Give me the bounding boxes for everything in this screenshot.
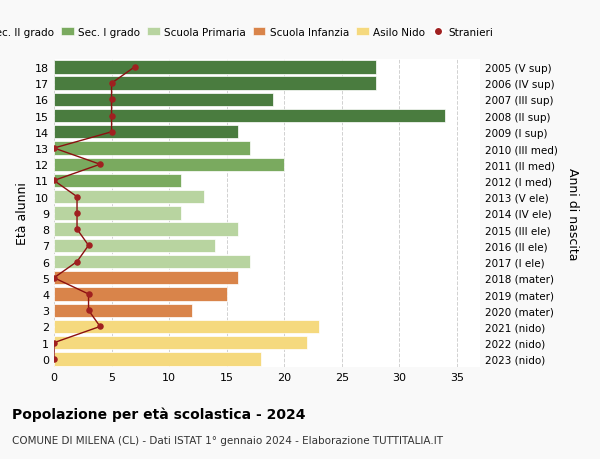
Bar [54,190,203,204]
Bar [54,320,319,333]
Point [49,339,59,347]
Point [72,226,82,233]
Bar [54,353,261,366]
Bar [54,77,376,90]
Y-axis label: Età alunni: Età alunni [16,182,29,245]
Point [72,258,82,266]
Point [84,307,94,314]
Bar [54,288,227,301]
Bar [54,126,238,139]
Bar [54,94,273,107]
Bar [54,223,238,236]
Bar [54,158,284,172]
Bar [54,110,445,123]
Bar [54,304,192,317]
Bar [54,336,307,350]
Text: Popolazione per età scolastica - 2024: Popolazione per età scolastica - 2024 [12,406,305,421]
Bar [54,142,250,155]
Point [95,323,105,330]
Bar [54,207,181,220]
Text: COMUNE DI MILENA (CL) - Dati ISTAT 1° gennaio 2024 - Elaborazione TUTTITALIA.IT: COMUNE DI MILENA (CL) - Dati ISTAT 1° ge… [12,435,443,445]
Bar [54,61,376,74]
Bar [54,239,215,252]
Point [49,274,59,282]
Point [95,161,105,168]
Point [49,145,59,152]
Point [84,242,94,250]
Legend: Sec. II grado, Sec. I grado, Scuola Primaria, Scuola Infanzia, Asilo Nido, Stran: Sec. II grado, Sec. I grado, Scuola Prim… [0,23,498,42]
Point [107,129,116,136]
Point [49,355,59,363]
Point [49,177,59,185]
Point [72,210,82,217]
Point [72,194,82,201]
Bar [54,255,250,269]
Point [84,291,94,298]
Point [130,64,139,72]
Bar [54,272,238,285]
Point [107,80,116,88]
Bar [54,174,181,188]
Point [107,96,116,104]
Point [107,112,116,120]
Y-axis label: Anni di nascita: Anni di nascita [566,167,579,260]
